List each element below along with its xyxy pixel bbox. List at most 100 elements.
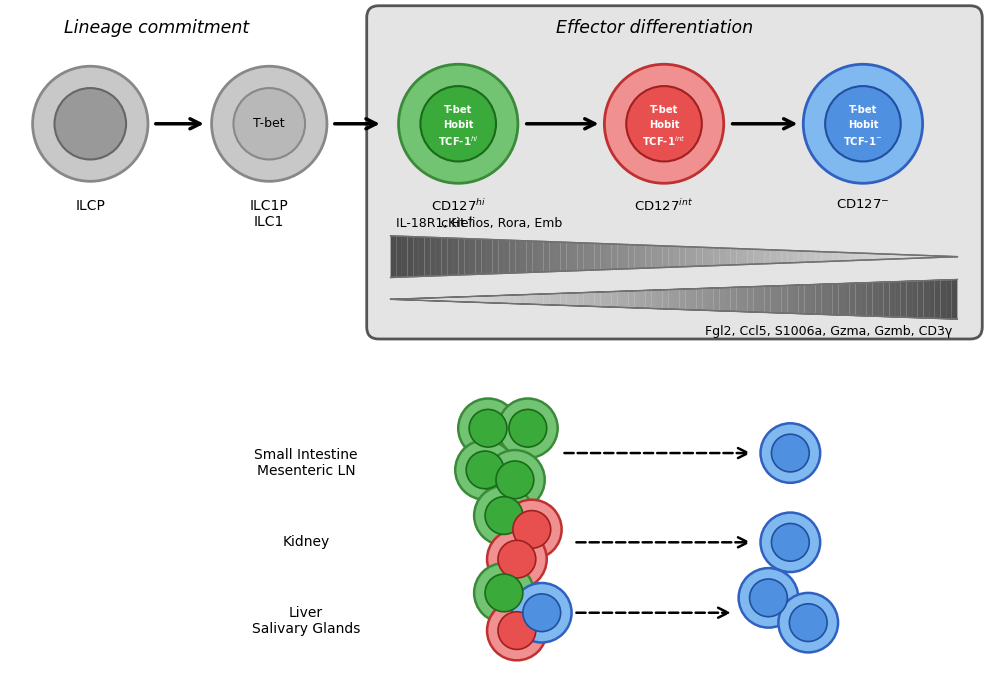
Polygon shape: [657, 290, 663, 309]
Polygon shape: [481, 296, 487, 303]
Polygon shape: [487, 240, 493, 274]
Polygon shape: [391, 236, 396, 278]
Polygon shape: [435, 238, 441, 276]
Polygon shape: [930, 280, 934, 318]
Polygon shape: [458, 297, 464, 302]
Polygon shape: [901, 281, 907, 318]
Polygon shape: [759, 249, 765, 264]
Polygon shape: [515, 294, 521, 304]
Ellipse shape: [498, 540, 536, 578]
Polygon shape: [470, 297, 475, 303]
Polygon shape: [918, 255, 924, 258]
Polygon shape: [577, 292, 583, 306]
Polygon shape: [533, 294, 538, 305]
Polygon shape: [498, 295, 504, 303]
Polygon shape: [930, 256, 934, 258]
Polygon shape: [560, 293, 566, 305]
Polygon shape: [521, 240, 527, 273]
Polygon shape: [771, 286, 776, 313]
Polygon shape: [776, 250, 782, 263]
Polygon shape: [867, 253, 872, 260]
Polygon shape: [555, 293, 560, 305]
Polygon shape: [425, 237, 431, 276]
Polygon shape: [408, 236, 414, 277]
Polygon shape: [475, 296, 481, 303]
Polygon shape: [464, 238, 470, 275]
Text: Hobit: Hobit: [848, 121, 878, 130]
Ellipse shape: [772, 523, 809, 561]
Polygon shape: [799, 285, 805, 314]
Polygon shape: [640, 290, 646, 308]
Polygon shape: [657, 246, 663, 267]
Polygon shape: [742, 287, 748, 312]
Polygon shape: [510, 295, 515, 304]
Polygon shape: [674, 246, 680, 267]
Text: Kidney: Kidney: [283, 536, 329, 549]
Polygon shape: [521, 294, 527, 304]
Ellipse shape: [455, 440, 515, 500]
Text: ILC1P
ILC1: ILC1P ILC1: [250, 199, 289, 230]
Polygon shape: [719, 248, 725, 265]
Polygon shape: [629, 244, 634, 269]
Polygon shape: [867, 282, 872, 316]
Polygon shape: [799, 251, 805, 263]
Polygon shape: [680, 289, 685, 309]
Polygon shape: [538, 294, 544, 305]
Polygon shape: [912, 281, 918, 318]
Text: Fgl2, Ccl5, S1006a, Gzma, Gzmb, CD3γ: Fgl2, Ccl5, S1006a, Gzma, Gzmb, CD3γ: [705, 325, 952, 338]
Polygon shape: [408, 299, 414, 300]
Polygon shape: [600, 292, 606, 307]
Polygon shape: [832, 252, 838, 261]
Polygon shape: [702, 288, 708, 311]
Polygon shape: [544, 242, 550, 272]
Polygon shape: [861, 253, 867, 260]
Polygon shape: [742, 248, 748, 265]
Polygon shape: [776, 286, 782, 313]
Polygon shape: [940, 256, 946, 257]
Ellipse shape: [804, 64, 923, 183]
Polygon shape: [708, 248, 713, 266]
Polygon shape: [447, 297, 453, 301]
Ellipse shape: [512, 583, 571, 642]
Polygon shape: [855, 253, 861, 261]
Polygon shape: [623, 244, 629, 269]
Ellipse shape: [761, 512, 820, 572]
Polygon shape: [878, 254, 884, 259]
Text: T-bet: T-bet: [254, 117, 285, 130]
Text: CD127$^{int}$: CD127$^{int}$: [635, 198, 693, 214]
Polygon shape: [924, 280, 930, 318]
Ellipse shape: [474, 486, 534, 545]
Polygon shape: [940, 280, 946, 319]
Polygon shape: [788, 250, 793, 263]
Text: ILCP: ILCP: [75, 199, 105, 213]
Polygon shape: [652, 246, 657, 268]
Ellipse shape: [399, 64, 518, 183]
Polygon shape: [691, 247, 696, 267]
Ellipse shape: [474, 563, 534, 623]
Polygon shape: [765, 286, 771, 313]
Polygon shape: [765, 250, 771, 264]
Polygon shape: [458, 238, 464, 275]
Polygon shape: [533, 241, 538, 272]
Polygon shape: [464, 297, 470, 302]
Polygon shape: [669, 289, 674, 309]
Polygon shape: [844, 253, 850, 261]
Polygon shape: [623, 291, 629, 307]
Ellipse shape: [772, 434, 809, 472]
Polygon shape: [504, 295, 510, 303]
Polygon shape: [441, 297, 447, 301]
Polygon shape: [470, 239, 475, 275]
Polygon shape: [396, 236, 402, 278]
Ellipse shape: [421, 86, 496, 162]
Polygon shape: [396, 299, 402, 300]
Polygon shape: [594, 243, 600, 270]
Polygon shape: [481, 239, 487, 274]
Polygon shape: [606, 244, 612, 269]
FancyBboxPatch shape: [367, 5, 982, 339]
Polygon shape: [606, 292, 612, 307]
Text: Lineage commitment: Lineage commitment: [64, 18, 250, 37]
Polygon shape: [793, 250, 799, 263]
Polygon shape: [696, 288, 702, 310]
Ellipse shape: [825, 86, 901, 162]
Polygon shape: [748, 249, 753, 265]
